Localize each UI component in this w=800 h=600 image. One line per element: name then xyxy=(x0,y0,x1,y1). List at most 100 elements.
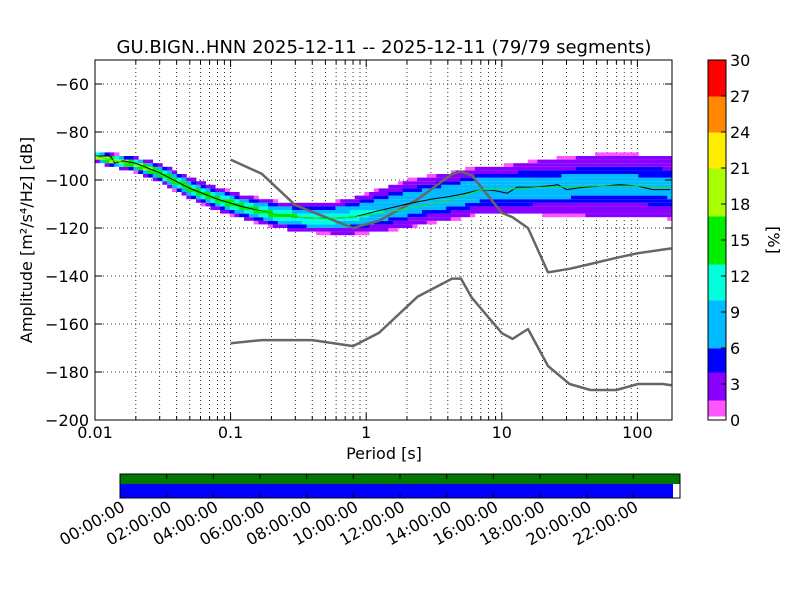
density-cell xyxy=(325,206,332,210)
density-cell xyxy=(599,210,606,214)
density-cell xyxy=(638,210,644,214)
density-cell xyxy=(537,192,543,196)
density-cell xyxy=(191,192,197,196)
density-cell xyxy=(623,199,630,203)
density-cell xyxy=(633,188,639,192)
colorbar-cell xyxy=(708,260,726,265)
density-cell xyxy=(152,166,158,171)
density-cell xyxy=(652,213,658,218)
density-cell xyxy=(470,177,476,182)
density-cell xyxy=(340,217,346,221)
density-cell xyxy=(306,217,312,221)
density-cell xyxy=(662,159,668,164)
density-cell xyxy=(417,210,423,214)
density-cell xyxy=(638,159,644,164)
density-cell xyxy=(604,170,610,174)
density-cell xyxy=(508,192,514,196)
density-cell xyxy=(296,224,303,228)
colorbar-tick-label: 12 xyxy=(730,267,750,286)
density-cell xyxy=(114,163,120,167)
density-cell xyxy=(561,166,567,171)
density-cell xyxy=(373,213,380,218)
colorbar-cell xyxy=(708,284,726,289)
colorbar-cell xyxy=(708,120,726,125)
density-cell xyxy=(272,220,279,225)
density-cell xyxy=(393,213,399,218)
density-cell xyxy=(402,181,408,185)
density-cell xyxy=(340,206,346,210)
density-cell xyxy=(513,170,519,174)
density-cell xyxy=(633,181,639,185)
density-cell xyxy=(566,156,572,160)
density-cell xyxy=(426,199,432,203)
density-cell xyxy=(195,181,202,185)
density-cell xyxy=(575,156,582,160)
density-cell xyxy=(167,181,173,185)
density-cell xyxy=(191,181,197,185)
density-cell xyxy=(340,199,346,203)
density-cell xyxy=(441,181,447,185)
density-cell xyxy=(527,184,533,189)
density-cell xyxy=(320,228,327,232)
density-cell xyxy=(590,213,596,218)
density-cell xyxy=(489,206,495,210)
density-cell xyxy=(220,188,226,192)
density-cell xyxy=(503,170,509,174)
density-cell xyxy=(546,192,553,196)
density-cell xyxy=(527,159,533,164)
colorbar-cell xyxy=(708,200,726,205)
density-cell xyxy=(556,166,562,171)
density-cell xyxy=(373,217,380,221)
density-cell xyxy=(378,199,384,203)
density-cell xyxy=(354,210,360,214)
density-cell xyxy=(561,174,567,178)
density-cell xyxy=(412,177,418,182)
density-cell xyxy=(628,206,634,210)
density-cell xyxy=(595,163,601,167)
plot-background xyxy=(95,60,672,420)
density-cell xyxy=(369,217,375,221)
density-cell xyxy=(508,206,514,210)
density-cell xyxy=(412,192,418,196)
density-cell xyxy=(248,195,255,200)
density-cell xyxy=(441,206,447,210)
density-cell xyxy=(431,213,437,218)
density-cell xyxy=(479,170,485,174)
density-cell xyxy=(604,152,610,156)
density-cell xyxy=(580,163,586,167)
density-cell xyxy=(551,192,557,196)
density-cell xyxy=(556,202,562,207)
density-cell xyxy=(244,210,250,214)
density-cell xyxy=(542,213,548,218)
density-cell xyxy=(561,206,567,210)
density-cell xyxy=(335,228,341,232)
density-cell xyxy=(407,210,413,214)
density-cell xyxy=(590,195,596,200)
colorbar-cell xyxy=(708,228,726,233)
density-cell xyxy=(619,177,625,182)
density-cell xyxy=(412,220,418,225)
density-cell xyxy=(522,181,529,185)
density-cell xyxy=(268,206,274,210)
density-cell xyxy=(522,163,529,167)
density-cell xyxy=(638,192,644,196)
density-cell xyxy=(378,195,384,200)
colorbar-cell xyxy=(708,244,726,249)
density-cell xyxy=(397,195,404,200)
density-cell xyxy=(369,202,375,207)
density-cell xyxy=(349,217,356,221)
density-cell xyxy=(633,159,639,164)
density-cell xyxy=(614,159,620,164)
density-cell xyxy=(614,195,620,200)
density-cell xyxy=(513,188,519,192)
density-cell xyxy=(210,202,216,207)
density-cell xyxy=(446,177,452,182)
density-cell xyxy=(628,170,634,174)
density-cell xyxy=(133,166,139,171)
density-cell xyxy=(306,202,312,207)
colorbar-tick-label: 27 xyxy=(730,87,750,106)
density-cell xyxy=(239,199,245,203)
density-cell xyxy=(282,206,288,210)
density-cell xyxy=(599,163,606,167)
colorbar-cell xyxy=(708,176,726,181)
